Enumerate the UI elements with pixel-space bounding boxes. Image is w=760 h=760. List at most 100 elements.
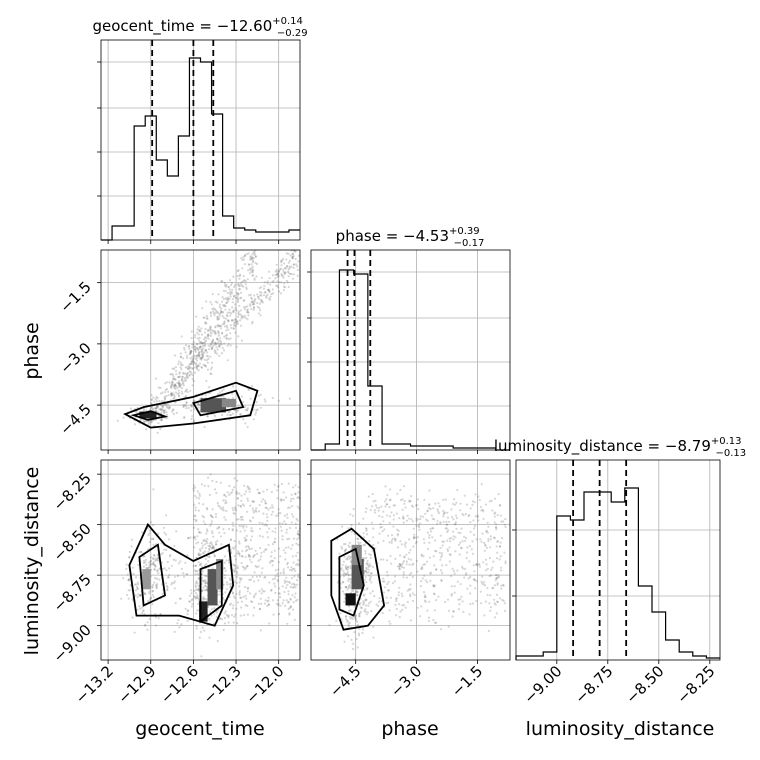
scatter-point bbox=[231, 491, 234, 494]
scatter-point bbox=[292, 515, 295, 518]
ylabel-phase: phase bbox=[21, 322, 43, 379]
scatter-point bbox=[433, 584, 436, 587]
scatter-point bbox=[409, 593, 412, 596]
scatter-point bbox=[244, 539, 247, 542]
scatter-point bbox=[276, 572, 279, 575]
scatter-point bbox=[251, 530, 254, 533]
scatter-point bbox=[211, 340, 214, 344]
scatter-point bbox=[500, 537, 504, 540]
scatter-point bbox=[255, 510, 258, 513]
scatter-point bbox=[144, 624, 147, 627]
scatter-point bbox=[471, 602, 474, 605]
scatter-point bbox=[369, 600, 372, 603]
scatter-point bbox=[172, 397, 175, 400]
scatter-point bbox=[160, 419, 163, 422]
scatter-point bbox=[150, 421, 153, 424]
scatter-point bbox=[291, 586, 294, 589]
scatter-point bbox=[403, 485, 406, 488]
scatter-point bbox=[176, 392, 179, 395]
scatter-point bbox=[415, 559, 418, 563]
scatter-point bbox=[207, 329, 210, 332]
scatter-point bbox=[165, 582, 168, 585]
scatter-point bbox=[239, 297, 242, 300]
scatter-point bbox=[251, 303, 254, 306]
scatter-point bbox=[182, 372, 185, 375]
scatter-point bbox=[492, 598, 496, 601]
scatter-point bbox=[262, 512, 265, 515]
scatter-point bbox=[160, 404, 163, 407]
scatter-point bbox=[148, 592, 151, 595]
scatter-point bbox=[258, 302, 261, 305]
scatter-point bbox=[204, 321, 207, 324]
scatter-point bbox=[499, 569, 503, 572]
title-phase-minus: −0.17 bbox=[454, 238, 485, 249]
scatter-point bbox=[194, 585, 198, 589]
scatter-point bbox=[355, 637, 358, 641]
scatter-point bbox=[243, 566, 246, 569]
scatter-point bbox=[284, 604, 287, 608]
scatter-point bbox=[191, 415, 194, 418]
scatter-point bbox=[214, 341, 217, 344]
scatter-point bbox=[288, 265, 291, 268]
scatter-point bbox=[347, 577, 350, 581]
title-geocent-time: geocent_time = −12.60+0.14 −0.29 bbox=[92, 16, 307, 39]
scatter-point bbox=[276, 272, 279, 275]
scatter-point bbox=[222, 304, 225, 307]
scatter-point bbox=[204, 349, 207, 352]
scatter-point bbox=[459, 509, 462, 512]
scatter-point bbox=[156, 570, 159, 573]
scatter-point bbox=[231, 412, 234, 415]
scatter-point bbox=[404, 541, 407, 544]
scatter-point bbox=[217, 334, 220, 337]
scatter-point bbox=[210, 543, 213, 546]
scatter-point bbox=[365, 528, 368, 531]
scatter-point bbox=[225, 329, 228, 332]
scatter-point bbox=[277, 514, 280, 517]
scatter-point bbox=[210, 343, 213, 346]
scatter-point bbox=[408, 551, 411, 554]
scatter-point bbox=[154, 398, 157, 401]
scatter-point bbox=[287, 601, 290, 604]
scatter-point bbox=[178, 382, 181, 385]
scatter-point bbox=[210, 329, 213, 332]
scatter-point bbox=[364, 510, 367, 514]
scatter-point bbox=[281, 257, 285, 261]
scatter-point bbox=[204, 574, 207, 578]
scatter-point bbox=[199, 357, 202, 360]
scatter-point bbox=[486, 593, 489, 597]
scatter-point bbox=[230, 326, 233, 329]
scatter-point bbox=[147, 423, 150, 426]
scatter-point bbox=[237, 310, 240, 313]
scatter-point bbox=[290, 577, 293, 580]
scatter-point bbox=[238, 288, 242, 291]
scatter-point bbox=[223, 282, 226, 285]
scatter-point bbox=[358, 627, 361, 631]
scatter-point bbox=[347, 609, 351, 612]
scatter-point bbox=[168, 567, 171, 570]
scatter-point bbox=[148, 565, 151, 568]
xtick-label-geocent_time: −12.9 bbox=[114, 662, 159, 707]
scatter-point bbox=[264, 523, 267, 526]
scatter-point bbox=[232, 309, 236, 312]
scatter-point bbox=[395, 607, 398, 611]
scatter-point bbox=[344, 615, 347, 618]
scatter-point bbox=[290, 272, 293, 276]
scatter-point bbox=[249, 520, 252, 523]
scatter-point bbox=[247, 545, 250, 548]
scatter-point bbox=[445, 523, 448, 526]
scatter-point bbox=[195, 346, 198, 350]
scatter-point bbox=[149, 408, 152, 411]
scatter-point bbox=[226, 344, 229, 347]
scatter-point bbox=[396, 533, 399, 536]
scatter-point bbox=[218, 593, 221, 596]
scatter-point bbox=[235, 308, 238, 312]
scatter-point bbox=[395, 614, 398, 617]
scatter-point bbox=[498, 558, 501, 561]
scatter-point bbox=[411, 599, 415, 603]
scatter-point bbox=[254, 509, 257, 512]
scatter-point bbox=[240, 257, 243, 260]
scatter-point bbox=[218, 354, 221, 357]
scatter-point bbox=[196, 337, 199, 340]
scatter-point bbox=[282, 549, 285, 552]
scatter-point bbox=[495, 612, 498, 615]
